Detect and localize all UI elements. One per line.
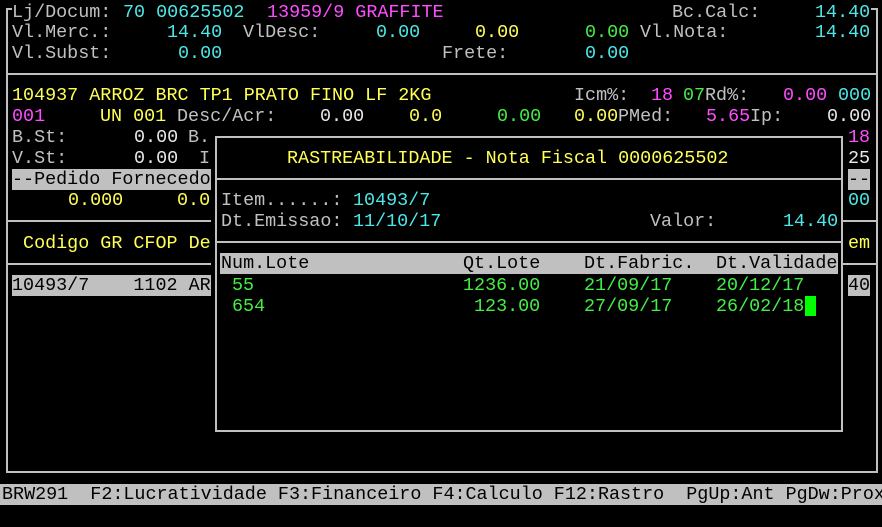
- lote-row-1-qt[interactable]: 1236.00: [463, 275, 541, 296]
- lote-row-1-validade[interactable]: 20/12/17: [716, 275, 805, 296]
- pmed-label: PMed:: [618, 106, 674, 127]
- col-dt-fabric: Dt.Fabric.: [584, 253, 695, 274]
- left-divider-2: [6, 263, 211, 265]
- function-key-hints: BRW291 F2:Lucratividade F3:Financeiro F4…: [2, 484, 882, 505]
- item-unit: UN 001: [100, 106, 167, 127]
- modal-info-divider: [215, 241, 843, 243]
- right-col-3: --: [848, 169, 871, 190]
- modal-title: RASTREABILIDADE - Nota Fiscal 0000625502: [287, 148, 729, 169]
- text-cursor: [805, 296, 816, 316]
- icm-label: Icm%:: [574, 85, 630, 106]
- bst-label: B.St:: [12, 127, 68, 148]
- right-col-5: em: [848, 233, 871, 254]
- modal-item-value: 10493/7: [353, 190, 431, 211]
- modal-valor-value: 14.40: [783, 211, 839, 232]
- right-divider-1: [843, 220, 878, 222]
- vst-trail: I: [199, 148, 211, 169]
- lote-row-2-num[interactable]: 654: [232, 296, 266, 317]
- desc-acr-label: Desc/Acr:: [177, 106, 277, 127]
- lote-row-2-fabric[interactable]: 27/09/17: [584, 296, 673, 317]
- icm-value: 18: [651, 85, 674, 106]
- left-divider-1: [6, 220, 211, 222]
- desc-acr-value-4: 0.00: [574, 106, 619, 127]
- vl-subst-value: 0.00: [178, 43, 223, 64]
- vl-nota-value: 14.40: [815, 22, 871, 43]
- modal-item-label: Item......:: [221, 190, 343, 211]
- modal-valor-label: Valor:: [650, 211, 717, 232]
- bst-trail: B.: [188, 127, 211, 148]
- frame-top-left-corner: [6, 8, 12, 10]
- lote-row-2-qt[interactable]: 123.00: [474, 296, 541, 317]
- pedido-value-1: 0.000: [68, 190, 124, 211]
- modal-dt-emissao-label: Dt.Emissao:: [221, 211, 343, 232]
- lote-row-2-validade[interactable]: 26/02/18: [716, 296, 805, 317]
- bst-value: 0.00: [134, 127, 179, 148]
- right-divider-2: [843, 263, 878, 265]
- frame-top-right-corner: [871, 8, 878, 10]
- right-col-4: 00: [848, 190, 871, 211]
- rd-label: Rd%:: [705, 85, 750, 106]
- pedido-fornecedor-header: --Pedido Fornecedo: [12, 169, 211, 190]
- lj-docum-label: Lj/Docum:: [12, 2, 112, 23]
- rastreabilidade-dialog: [215, 136, 843, 432]
- col-num-lote: Num.Lote: [221, 253, 310, 274]
- right-col-6: 40: [848, 275, 871, 296]
- col-qt-lote: Qt.Lote: [463, 253, 541, 274]
- frame-right-border: [876, 8, 878, 473]
- frete-label: Frete:: [442, 43, 509, 64]
- vl-merc-value: 14.40: [167, 22, 223, 43]
- lote-row-1-num[interactable]: 55: [232, 275, 255, 296]
- vst-value: 0.00: [134, 148, 179, 169]
- pmed-value: 5.65: [706, 106, 751, 127]
- right-col-1: 18: [848, 127, 871, 148]
- bc-calc-value: 14.40: [815, 2, 871, 23]
- icm-code: 07: [683, 85, 706, 106]
- vl-desc-value-1: 0.00: [376, 22, 421, 43]
- vst-label: V.St:: [12, 148, 68, 169]
- item-code: 001: [12, 106, 46, 127]
- desc-acr-value-2: 0.0: [409, 106, 443, 127]
- header-divider: [6, 73, 878, 75]
- vl-desc-value-3: 0.00: [585, 22, 630, 43]
- items-grid-row[interactable]: 10493/7 1102 AR: [12, 275, 211, 296]
- ip-value: 0.00: [827, 106, 872, 127]
- vl-nota-label: Vl.Nota:: [640, 22, 729, 43]
- frame-left-border: [6, 8, 8, 473]
- desc-acr-value-3: 0.00: [497, 106, 542, 127]
- rd-code: 000: [838, 85, 872, 106]
- vl-desc-value-2: 0.00: [475, 22, 520, 43]
- vl-merc-label: Vl.Merc.:: [12, 22, 112, 43]
- lj-docum-value: 70 00625502: [123, 2, 245, 23]
- col-dt-validade: Dt.Validade: [716, 253, 838, 274]
- status-bar: BRW291 F2:Lucratividade F3:Financeiro F4…: [0, 484, 882, 505]
- ip-label: Ip:: [750, 106, 784, 127]
- supplier-name: 13959/9 GRAFFITE: [267, 2, 444, 23]
- frete-value: 0.00: [585, 43, 630, 64]
- bc-calc-label: Bc.Calc:: [672, 2, 761, 23]
- vl-subst-label: Vl.Subst:: [12, 43, 112, 64]
- right-col-2: 25: [848, 148, 871, 169]
- pedido-value-2: 0.0: [177, 190, 211, 211]
- lote-row-1-fabric[interactable]: 21/09/17: [584, 275, 673, 296]
- item-description: 104937 ARROZ BRC TP1 PRATO FINO LF 2KG: [12, 85, 432, 106]
- vl-desc-label: VlDesc:: [243, 22, 321, 43]
- frame-bottom-border: [6, 471, 878, 473]
- modal-title-divider: [215, 178, 843, 180]
- items-grid-header: Codigo GR CFOP De: [12, 233, 211, 254]
- desc-acr-value-1: 0.00: [320, 106, 365, 127]
- modal-dt-emissao-value: 11/10/17: [353, 211, 442, 232]
- rd-value: 0.00: [783, 85, 828, 106]
